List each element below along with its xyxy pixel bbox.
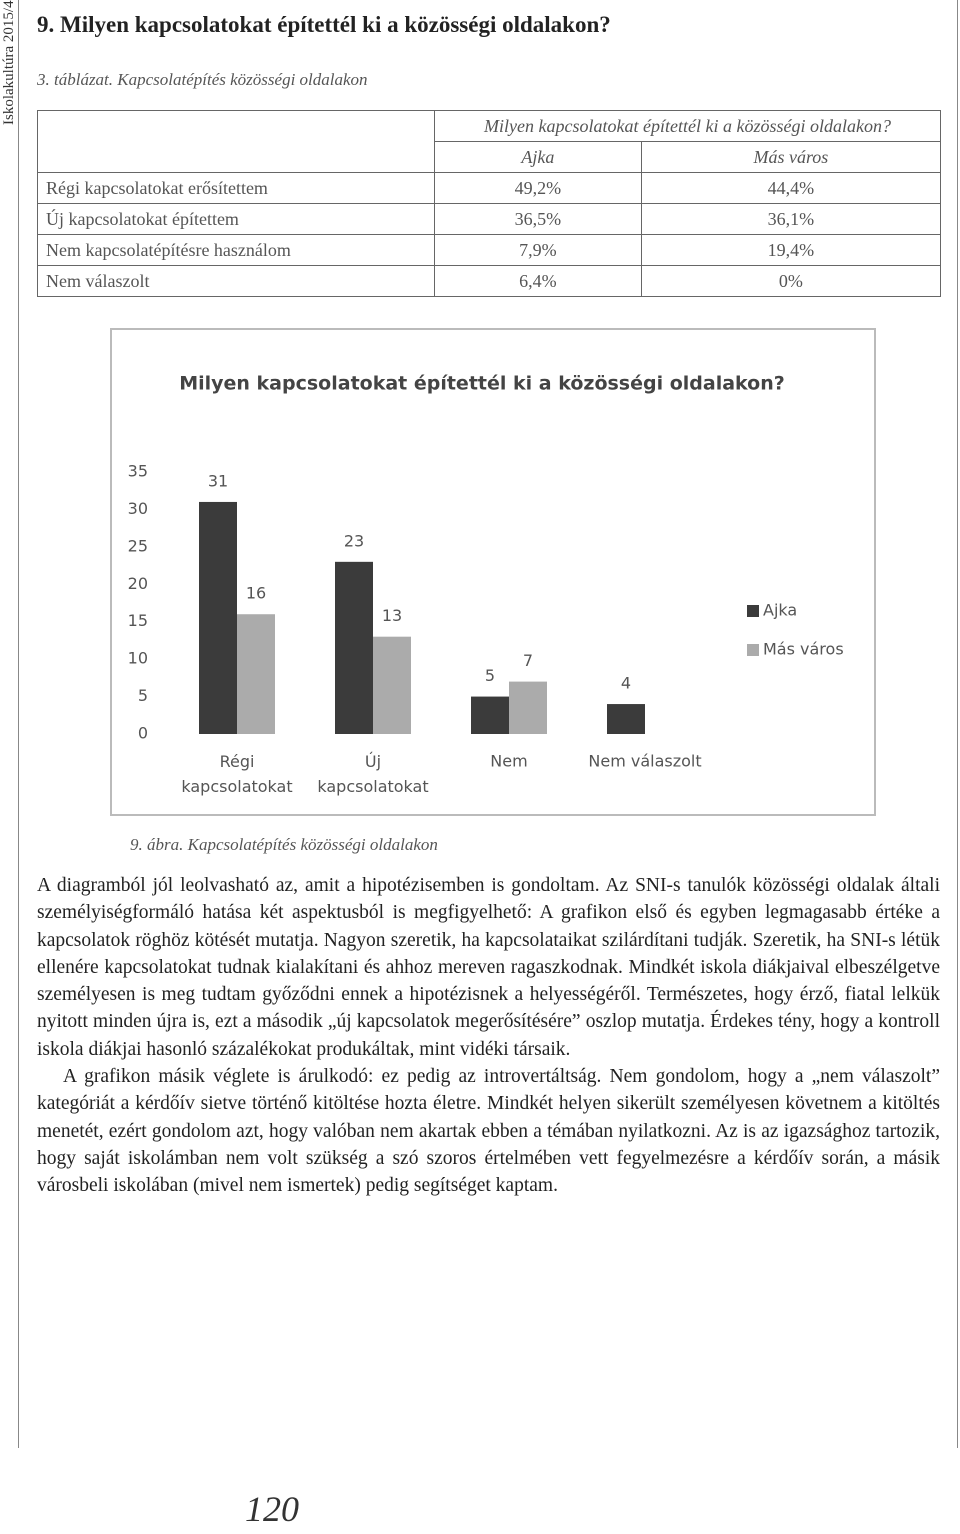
page-number: 120 — [245, 1489, 299, 1529]
figure-caption: 9. ábra. Kapcsolatépítés közösségi oldal… — [130, 835, 438, 854]
legend-swatch — [747, 605, 759, 617]
bar — [607, 704, 645, 734]
column-header: Más város — [640, 141, 942, 173]
y-tick-label: 20 — [128, 574, 148, 593]
table-cell: Régi kapcsolatokat erősítettem — [37, 172, 435, 204]
x-tick-label: Nem — [490, 752, 527, 771]
table-row: Új kapcsolatokat építettem 36,5% 36,1% — [37, 203, 942, 235]
x-tick-label: Nem válaszolt — [588, 752, 701, 771]
y-tick-label: 35 — [128, 462, 148, 481]
bar — [471, 696, 509, 734]
x-tick-label: Régi kapcsolatokat — [181, 752, 292, 796]
column-header: Ajka — [434, 141, 642, 173]
group-header: Milyen kapcsolatokat építettél ki a közö… — [434, 110, 941, 142]
chart: Milyen kapcsolatokat építettél ki a közö… — [128, 373, 844, 796]
running-title: Iskolakultúra 2015/4 — [1, 0, 17, 125]
side-strip: Iskolakultúra 2015/4 — [0, 0, 19, 1448]
legend-swatch — [747, 644, 759, 656]
bar — [199, 501, 237, 734]
table-caption: 3. táblázat. Kapcsolatépítés közösségi o… — [37, 70, 368, 89]
y-tick-label: 25 — [128, 536, 148, 555]
bar — [237, 614, 275, 734]
data-label: 4 — [621, 674, 631, 693]
table-cell: Új kapcsolatokat építettem — [37, 203, 435, 235]
data-label: 13 — [382, 606, 402, 625]
table-row: Nem kapcsolatépítésre használom 7,9% 19,4% — [37, 234, 942, 266]
data-label: 23 — [344, 531, 364, 550]
table-cell: Nem válaszolt — [37, 265, 435, 297]
y-tick-label: 30 — [128, 499, 148, 518]
table-cell: 44,4% — [640, 172, 942, 204]
chart-title: Milyen kapcsolatokat építettél ki a közö… — [179, 373, 785, 395]
y-tick-label: 15 — [128, 611, 148, 630]
y-tick-label: 10 — [128, 649, 148, 668]
paragraph: A grafikon másik véglete is árulkodó: ez… — [37, 1066, 940, 1197]
data-table: Milyen kapcsolatokat építettél ki a közö… — [37, 110, 942, 297]
bar — [335, 561, 373, 734]
table-cell: Nem kapcsolatépítésre használom — [37, 234, 435, 266]
data-label: 31 — [208, 471, 228, 490]
body-text: A diagramból jól leolvasható az, amit a … — [37, 872, 940, 1200]
y-tick-label: 0 — [138, 724, 148, 743]
data-label: 16 — [246, 584, 266, 603]
y-tick-label: 5 — [138, 686, 148, 705]
table-cell: 6,4% — [434, 265, 642, 297]
table-row: Nem válaszolt 6,4% 0% — [37, 265, 942, 297]
bar — [509, 681, 547, 734]
blank-cell — [37, 110, 435, 173]
border-line — [957, 0, 958, 1448]
legend-label: Ajka — [763, 601, 797, 620]
bar — [373, 636, 411, 734]
heading: 9. Milyen kapcsolatokat építettél ki a k… — [37, 12, 611, 37]
data-label: 7 — [523, 651, 533, 670]
table-cell: 36,5% — [434, 203, 642, 235]
data-label: 5 — [485, 666, 495, 685]
table-row: Régi kapcsolatokat erősítettem 49,2% 44,4% — [37, 172, 942, 204]
table-cell: 0% — [640, 265, 942, 297]
table-cell: 7,9% — [434, 234, 642, 266]
chart-frame: Milyen kapcsolatokat építettél ki a közö… — [110, 328, 876, 816]
table-cell: 19,4% — [640, 234, 942, 266]
table-cell: 49,2% — [434, 172, 642, 204]
paragraph: A diagramból jól leolvasható az, amit a … — [37, 875, 940, 1060]
table-cell: 36,1% — [640, 203, 942, 235]
x-tick-label: Új kapcsolatokat — [317, 752, 428, 796]
legend-label: Más város — [763, 640, 844, 659]
